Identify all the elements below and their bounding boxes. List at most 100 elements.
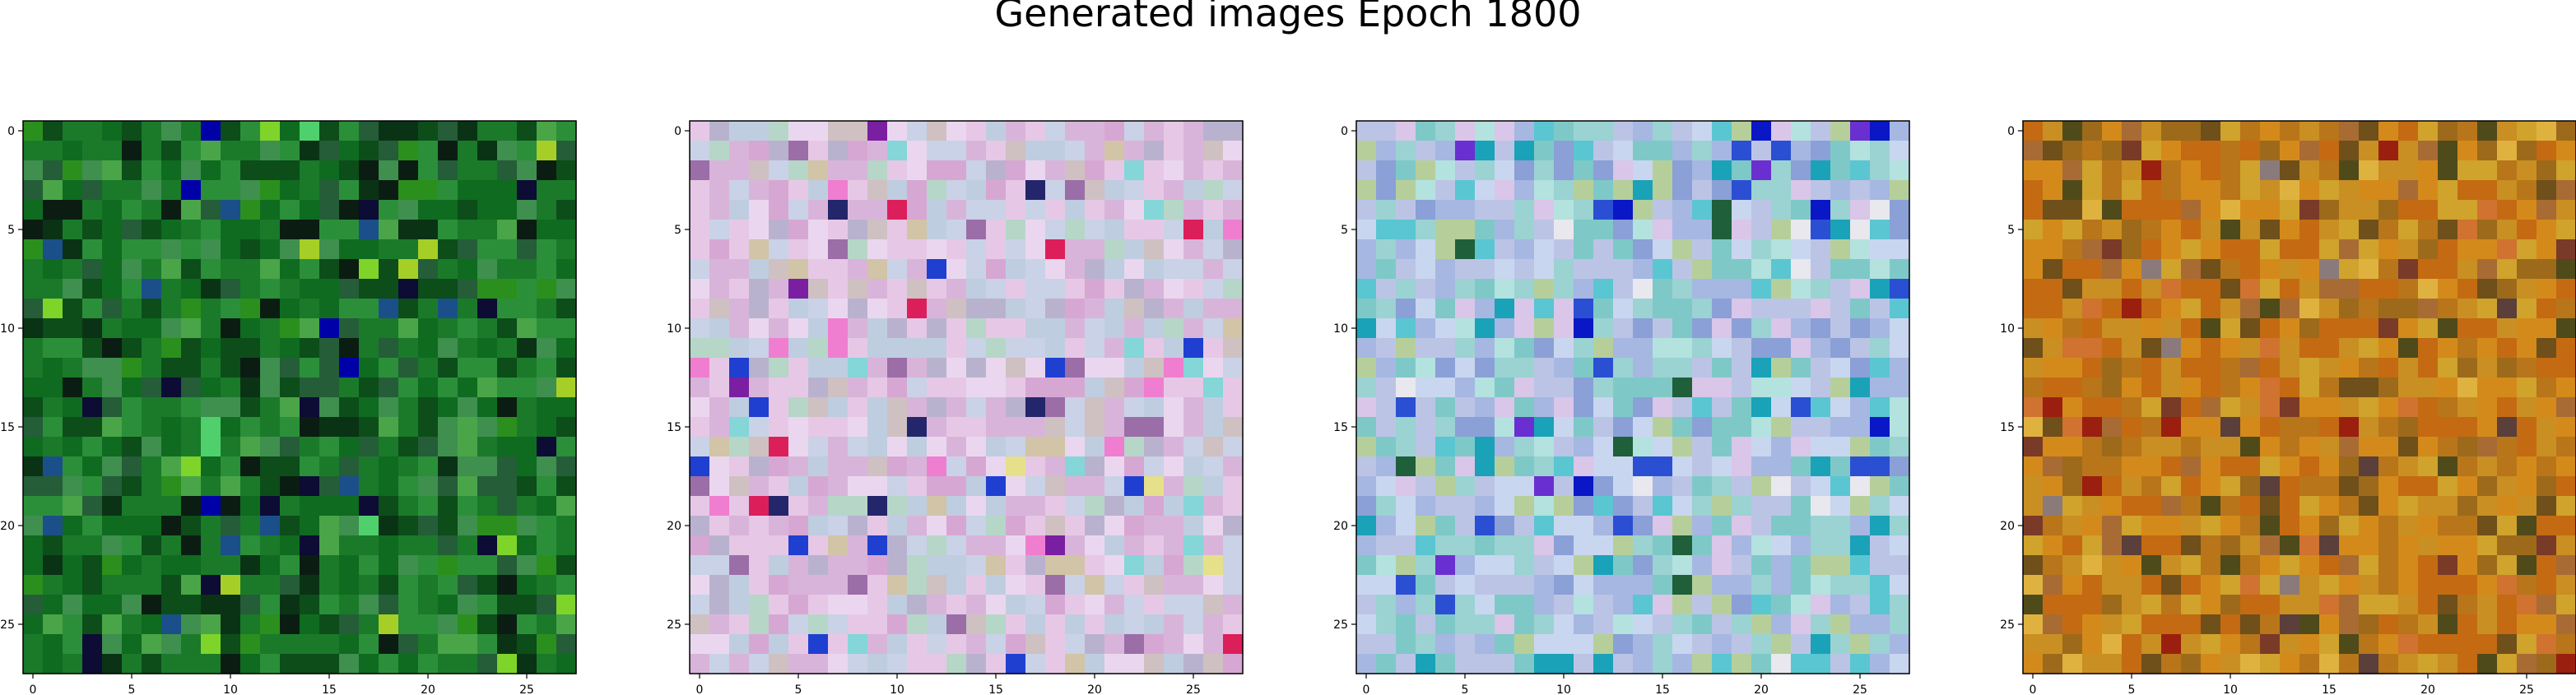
pixel-cell [240, 160, 261, 181]
pixel-cell [1065, 160, 1086, 181]
pixel-cell [1455, 220, 1476, 240]
pixel-cell [1396, 200, 1416, 220]
pixel-cell [280, 141, 300, 161]
pixel-cell [2280, 200, 2300, 220]
pixel-cell [1672, 279, 1693, 299]
pixel-cell [2161, 535, 2182, 556]
pixel-cell [260, 279, 281, 299]
pixel-cell [2141, 318, 2162, 339]
pixel-cell [280, 634, 300, 655]
pixel-cell [966, 160, 987, 181]
pixel-cell [2082, 654, 2103, 674]
pixel-cell [2161, 575, 2182, 595]
y-tick-label: 15 [0, 421, 15, 434]
pixel-cell [43, 397, 63, 418]
pixel-cell [1771, 338, 1792, 359]
pixel-cell [379, 654, 399, 674]
pixel-cell [438, 160, 458, 181]
pixel-cell [927, 555, 947, 576]
pixel-cell [1732, 299, 1752, 319]
pixel-cell [260, 338, 281, 359]
pixel-cell [1534, 200, 1555, 220]
pixel-cell [1514, 654, 1535, 674]
pixel-cell [2062, 299, 2083, 319]
pixel-cell [1356, 476, 1377, 497]
pixel-cell [848, 397, 868, 418]
pixel-cell [2260, 634, 2281, 655]
pixel-cell [359, 299, 379, 319]
pixel-cell [517, 634, 537, 655]
pixel-cell [1144, 397, 1165, 418]
pixel-cell [537, 397, 557, 418]
pixel-cell [517, 535, 537, 556]
pixel-cell [2023, 220, 2044, 240]
pixel-cell [2536, 614, 2557, 635]
pixel-cell [986, 456, 1007, 477]
pixel-cell [1435, 220, 1456, 240]
pixel-cell [1025, 200, 1046, 220]
pixel-cell [142, 555, 162, 576]
pixel-cell [1455, 160, 1476, 181]
pixel-cell [2023, 121, 2044, 141]
pixel-cell [966, 575, 987, 595]
pixel-cell [2556, 397, 2576, 418]
pixel-cell [808, 614, 829, 635]
pixel-cell [2438, 397, 2458, 418]
pixel-cell [1065, 476, 1086, 497]
pixel-cell [2418, 456, 2439, 477]
pixel-cell [1574, 279, 1594, 299]
pixel-cell [1554, 516, 1574, 536]
pixel-cell [848, 338, 868, 359]
pixel-cell [2240, 160, 2261, 181]
pixel-cell [907, 220, 928, 240]
y-tick-label: 15 [667, 421, 681, 434]
pixel-cell [1653, 299, 1673, 319]
pixel-cell [1356, 614, 1377, 635]
pixel-cell [1124, 516, 1145, 536]
pixel-cell [690, 516, 710, 536]
pixel-cell [1435, 200, 1456, 220]
pixel-cell [2201, 595, 2221, 615]
pixel-cell [240, 456, 261, 477]
pixel-cell [2201, 476, 2221, 497]
pixel-cell [2378, 220, 2399, 240]
pixel-cell [2161, 160, 2182, 181]
pixel-cell [2102, 160, 2123, 181]
pixel-cell [1376, 259, 1397, 280]
pixel-cell [2299, 338, 2320, 359]
pixel-cell [1593, 358, 1614, 378]
pixel-cell [260, 397, 281, 418]
pixel-cell [1124, 378, 1145, 398]
pixel-cell [1633, 318, 1653, 339]
pixel-cell [1144, 121, 1165, 141]
pixel-cell [749, 516, 770, 536]
pixel-cell [1396, 595, 1416, 615]
y-tick-label: 15 [1333, 421, 1348, 434]
pixel-cell [2181, 160, 2202, 181]
pixel-cell [201, 417, 221, 438]
pixel-cell [438, 575, 458, 595]
pixel-cell [1771, 476, 1792, 497]
pixel-cell [2181, 338, 2202, 359]
pixel-cell [729, 535, 750, 556]
pixel-cell [2023, 437, 2044, 457]
pixel-cell [1183, 259, 1204, 280]
pixel-cell [458, 259, 478, 280]
pixel-cell [2477, 160, 2498, 181]
pixel-cell [2398, 516, 2419, 536]
pixel-cell [1890, 141, 1910, 161]
pixel-cell [828, 476, 849, 497]
pixel-cell [788, 417, 809, 438]
pixel-cell [260, 220, 281, 240]
pixel-cell [1124, 259, 1145, 280]
pixel-cell [142, 141, 162, 161]
pixel-cell [1124, 200, 1145, 220]
pixel-cell [43, 634, 63, 655]
pixel-cell [927, 437, 947, 457]
pixel-cell [2023, 378, 2044, 398]
pixel-cell [1890, 456, 1910, 477]
y-tick-label: 0 [674, 125, 681, 138]
pixel-cell [1672, 634, 1693, 655]
pixel-cell [82, 141, 103, 161]
pixel-cell [2457, 378, 2478, 398]
